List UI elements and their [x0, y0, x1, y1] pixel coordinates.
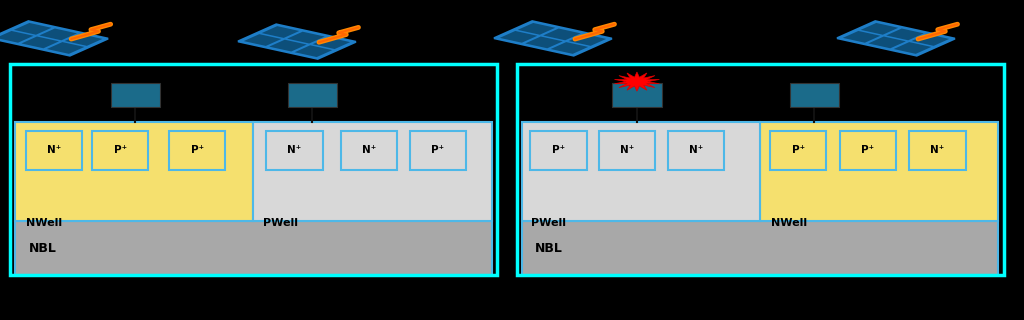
Text: N⁺: N⁺ [47, 145, 60, 156]
Bar [15, 221, 492, 275]
Text: P⁺: P⁺ [190, 145, 204, 156]
Polygon shape [39, 28, 77, 40]
Bar [668, 131, 724, 170]
Text: P⁺: P⁺ [792, 145, 805, 156]
Text: NWell: NWell [26, 218, 61, 228]
Polygon shape [47, 42, 84, 54]
Polygon shape [886, 28, 924, 40]
Bar [169, 131, 225, 170]
Bar [522, 221, 998, 275]
Polygon shape [65, 34, 102, 46]
Polygon shape [287, 32, 325, 44]
Bar [840, 131, 896, 170]
Text: N⁺: N⁺ [362, 145, 376, 156]
Bar [92, 131, 148, 170]
Text: N⁺: N⁺ [288, 145, 301, 156]
Text: P⁺: P⁺ [114, 145, 127, 156]
Polygon shape [244, 34, 282, 46]
Polygon shape [551, 42, 588, 54]
Polygon shape [868, 36, 906, 48]
Polygon shape [0, 31, 34, 43]
Bar [288, 83, 337, 107]
Text: P⁺: P⁺ [431, 145, 444, 156]
Polygon shape [543, 28, 581, 40]
Text: N⁺: N⁺ [689, 145, 702, 156]
Polygon shape [500, 31, 538, 43]
Bar [522, 122, 760, 221]
Polygon shape [843, 31, 881, 43]
Bar [111, 83, 160, 107]
Bar [760, 122, 998, 221]
Polygon shape [0, 21, 109, 56]
Polygon shape [525, 36, 563, 48]
Bar [530, 131, 587, 170]
Bar [612, 83, 662, 107]
Polygon shape [614, 72, 659, 91]
Bar [599, 131, 655, 170]
Bar [253, 122, 492, 221]
Text: P⁺: P⁺ [861, 145, 874, 156]
Bar [15, 122, 253, 221]
Text: PWell: PWell [263, 218, 298, 228]
Polygon shape [494, 21, 612, 56]
Text: N⁺: N⁺ [621, 145, 634, 156]
Polygon shape [312, 37, 350, 49]
Polygon shape [22, 36, 59, 48]
Polygon shape [295, 45, 332, 57]
Bar [341, 131, 397, 170]
Bar [790, 83, 839, 107]
Text: NBL: NBL [535, 242, 562, 254]
Polygon shape [568, 34, 606, 46]
Bar [410, 131, 466, 170]
Polygon shape [861, 23, 898, 35]
Bar [266, 131, 323, 170]
Polygon shape [911, 34, 949, 46]
Bar [770, 131, 826, 170]
Bar [517, 64, 1004, 275]
Polygon shape [262, 26, 299, 38]
Bar [909, 131, 966, 170]
Bar [10, 64, 497, 275]
Polygon shape [894, 42, 931, 54]
Polygon shape [269, 40, 307, 52]
Text: NWell: NWell [771, 218, 807, 228]
Polygon shape [14, 23, 51, 35]
Polygon shape [837, 21, 955, 56]
Text: P⁺: P⁺ [552, 145, 565, 156]
Bar [26, 131, 82, 170]
Polygon shape [238, 24, 356, 59]
Polygon shape [518, 23, 555, 35]
Text: N⁺: N⁺ [931, 145, 944, 156]
Text: NBL: NBL [29, 242, 56, 254]
Text: PWell: PWell [531, 218, 566, 228]
